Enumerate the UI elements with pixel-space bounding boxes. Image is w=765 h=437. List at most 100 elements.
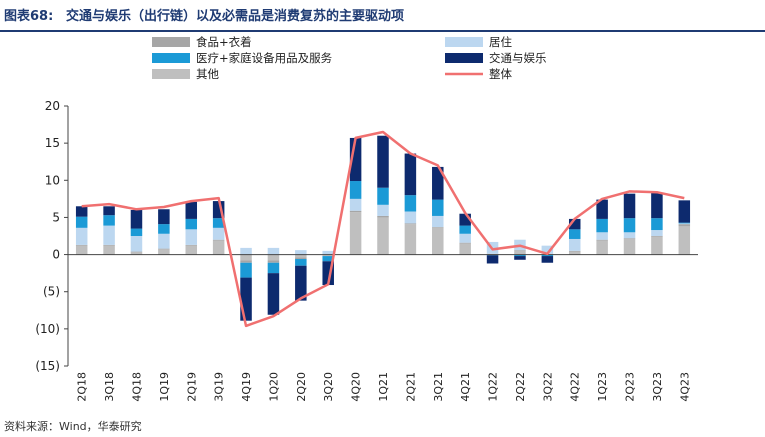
legend-label: 医疗+家庭设备用品及服务 [196,51,333,65]
bar-segment [651,236,663,255]
bar-segment [404,153,417,196]
x-tick-label: 1Q19 [158,372,171,402]
bar-segment [158,248,170,250]
series-line-overall [81,130,685,328]
bar-segment [541,245,554,254]
bar-segment [322,254,334,257]
x-tick-label: 1Q22 [487,372,500,402]
bar-segment [678,226,691,255]
bar-segment [623,232,636,239]
bar-segment [678,223,691,225]
figure-title: 交通与娱乐（出行链）以及必需品是消费复苏的主要驱动项 [66,9,405,24]
bar-segment [623,193,636,219]
x-tick-label: 2Q20 [295,372,308,402]
bar-segment [651,230,663,236]
bar-segment [212,227,225,240]
bar-segment [240,262,252,278]
y-tick-label: (15) [35,359,60,373]
bar-segment [185,245,198,255]
x-tick-label: 2Q23 [624,372,637,402]
bar-segment [240,277,252,321]
bar-segment [103,225,115,245]
x-tick-label: 4Q20 [350,372,363,402]
bar-segment [568,251,581,255]
bar-segment [377,135,389,188]
bar-segment [404,211,417,224]
figure-label: 图表68: [4,9,54,24]
bar-segment [651,192,663,219]
x-tick-label: 2Q19 [185,372,198,402]
legend-label: 食品+衣着 [196,35,252,49]
bar-segment [103,245,115,255]
bar-segment [103,215,115,226]
bar-segment [651,218,663,231]
bar-segment [514,254,526,257]
bar-segment [295,259,307,266]
legend-label: 整体 [489,67,512,81]
bar-segment [541,254,554,257]
bar-segment [596,199,608,219]
legend-swatch [152,37,190,47]
bar-segment [377,187,389,205]
bar-segment [212,201,225,219]
bar-segment [322,250,334,255]
bar-segment [486,255,499,264]
legend-swatch [152,53,190,63]
bar-segment [267,260,280,263]
bar-segment [240,247,252,255]
bar-segment [459,213,471,226]
source-note: 资料来源：Wind，华泰研究 [4,420,142,433]
bar-segment [459,243,471,255]
bar-segment [130,252,143,255]
bar-segment [158,224,170,234]
bar-segment [103,244,115,246]
bar-segment [158,249,170,255]
bar-segment [240,254,252,261]
bar-segment [432,215,444,228]
bar-segment [678,200,691,223]
bar-segment [349,137,362,182]
y-tick-label: 20 [45,99,60,113]
x-tick-label: 3Q20 [322,372,335,402]
bar-segment [267,247,280,255]
bar-segment [541,256,554,263]
bar-segment [623,218,636,233]
x-tick-label: 1Q20 [267,372,280,402]
bar-segment [596,218,608,233]
bar-segment [459,233,471,243]
x-tick-label: 4Q21 [459,372,472,402]
y-tick-label: 0 [52,248,60,262]
bar-segment [103,206,115,216]
y-tick-label: (5) [43,285,60,299]
legend-swatch [445,37,483,47]
x-tick-label: 3Q23 [651,372,664,402]
bar-segment [212,218,225,228]
bar-segment [185,218,198,230]
bar-segment [295,265,307,301]
x-tick-label: 3Q19 [213,372,226,402]
bar-segment [596,232,608,240]
x-tick-label: 4Q23 [678,372,691,402]
bar-segment [349,212,362,255]
bar-segment [459,225,471,234]
bar-segment [212,239,225,241]
bar-segment [568,238,581,251]
bar-segment [267,273,280,315]
bar-segment [377,204,389,216]
bar-segment [130,210,143,229]
x-tick-label: 3Q18 [103,372,116,402]
bar-segment [322,256,334,262]
bar-segment [185,201,198,219]
legend-label: 居住 [489,35,512,49]
bar-segment [212,240,225,255]
bar-segment [377,217,389,255]
bar-segment [75,244,88,246]
x-tick-label: 3Q21 [432,372,445,402]
bar-segment [568,250,581,252]
legend-swatch [152,69,190,79]
bar-segment [651,236,663,237]
bar-segment [295,257,307,260]
bar-segment [678,224,691,227]
x-tick-label: 3Q22 [541,372,554,402]
bar-segment [75,245,88,255]
